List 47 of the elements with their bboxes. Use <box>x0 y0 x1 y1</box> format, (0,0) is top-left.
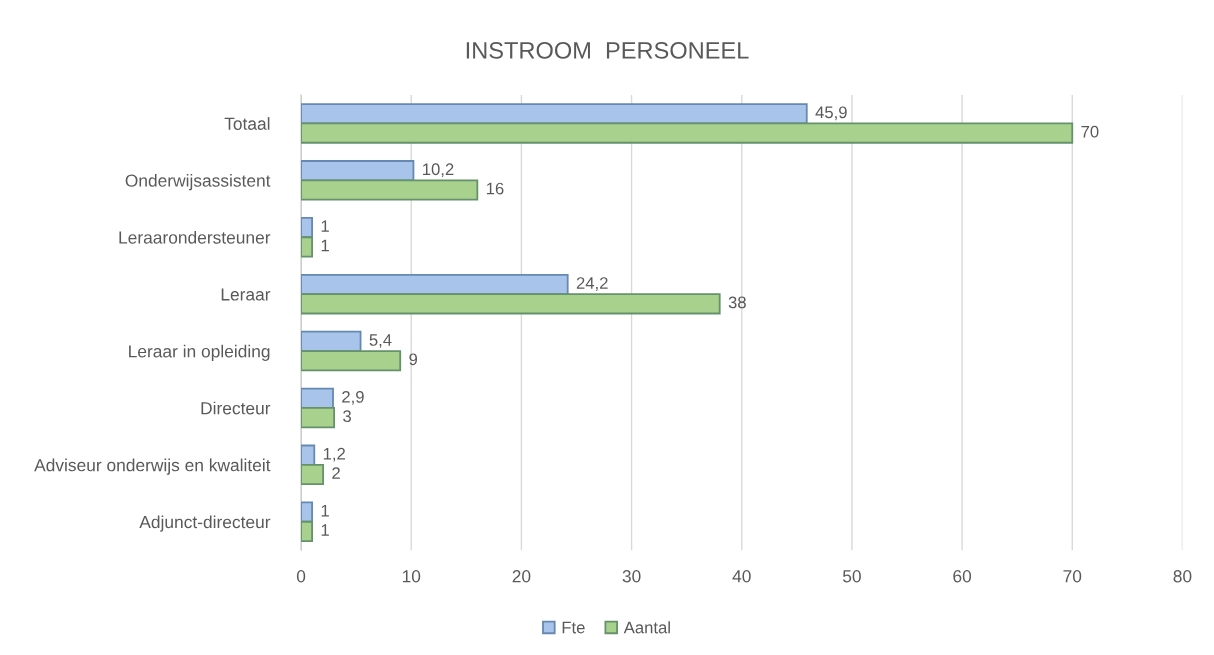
bar <box>301 350 402 372</box>
bar <box>301 236 313 258</box>
x-tick-label: 40 <box>732 570 751 583</box>
data-label: 1 <box>321 504 329 517</box>
x-tick-label: 80 <box>1173 570 1192 583</box>
legend-label: Aantal <box>623 621 670 634</box>
data-label: 10,2 <box>423 163 454 178</box>
data-label: 24,2 <box>576 277 608 291</box>
bar <box>301 179 479 201</box>
data-label: 38 <box>728 296 746 309</box>
x-tick-label: 70 <box>1063 570 1082 583</box>
bar <box>301 293 721 315</box>
x-tick-label: 0 <box>296 570 306 583</box>
y-tick-label: Totaal <box>224 117 270 130</box>
y-tick-label: Directeur <box>201 401 271 415</box>
bar <box>301 407 336 429</box>
data-label: 1 <box>321 239 329 252</box>
data-label: 3 <box>343 410 351 423</box>
y-tick-label: Onderwijsassistent <box>125 174 271 191</box>
x-tick-label: 60 <box>953 570 972 583</box>
x-tick-label: 10 <box>402 570 421 583</box>
data-label: 1,2 <box>323 447 345 462</box>
bar <box>301 216 313 239</box>
y-tick-label: Leraarondersteuner <box>119 230 271 244</box>
y-tick-label: Leraar <box>221 288 271 301</box>
data-label: 70 <box>1081 125 1099 138</box>
bar <box>301 463 325 486</box>
chart-title: INSTROOM PERSONEEL <box>466 42 749 59</box>
x-tick-label: 30 <box>622 570 641 583</box>
data-label: 9 <box>409 353 418 366</box>
bar <box>301 520 313 543</box>
data-label: 1 <box>321 524 329 536</box>
bar <box>301 273 569 296</box>
data-label: 1 <box>321 220 329 232</box>
x-tick-label: 20 <box>512 570 531 583</box>
y-tick-label: Adjunct-directeur <box>139 515 271 532</box>
data-label: 2 <box>332 467 340 479</box>
x-tick-label: 50 <box>842 570 861 583</box>
y-tick-label: Adviseur onderwijs en kwaliteit <box>34 458 271 475</box>
data-label: 16 <box>486 182 504 195</box>
data-label: 45,9 <box>815 106 847 121</box>
bar <box>301 103 808 125</box>
legend-label: Fte <box>562 621 585 634</box>
bar <box>301 122 1074 144</box>
data-label: 5,4 <box>369 334 392 348</box>
y-tick-label: Leraar in opleiding <box>129 344 270 361</box>
data-label: 2,9 <box>342 390 364 405</box>
